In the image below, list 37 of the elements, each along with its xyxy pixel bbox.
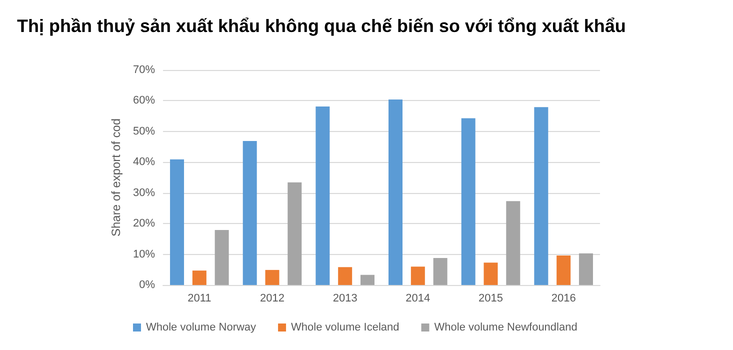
x-tick-label: 2016 (551, 292, 576, 304)
legend-label: Whole volume Norway (146, 322, 257, 334)
y-tick-label: 50% (132, 125, 156, 138)
bar (433, 258, 448, 285)
chart-title: Thị phần thuỷ sản xuất khẩu không qua chế biến so với tổng xuất khẩu (17, 16, 626, 36)
x-tick-label: 2011 (188, 292, 212, 304)
bar (288, 182, 302, 285)
bar (338, 267, 352, 285)
bar (578, 253, 593, 285)
bar (484, 262, 498, 285)
x-tick-label: 2015 (478, 292, 503, 304)
bar (170, 159, 184, 285)
bar (360, 274, 374, 285)
bar (388, 99, 403, 285)
bar (461, 118, 476, 285)
bar (410, 266, 425, 285)
bar (192, 270, 206, 285)
bar (506, 201, 520, 285)
y-tick-label: 10% (132, 248, 156, 260)
y-tick-label: 60% (132, 94, 156, 107)
bar (556, 256, 571, 285)
x-tick-label: 2013 (332, 292, 358, 304)
legend-label: Whole volume Newfoundland (434, 322, 578, 334)
y-tick-label: 0% (139, 279, 156, 291)
bar (265, 270, 280, 285)
bar (214, 230, 229, 285)
y-tick-label: 20% (132, 218, 156, 230)
x-tick-label: 2014 (406, 292, 430, 304)
y-tick-label: 70% (132, 64, 156, 76)
y-tick-label: 30% (132, 186, 156, 199)
x-tick-label: 2012 (260, 292, 284, 304)
y-tick-label: 40% (132, 156, 156, 168)
bar (242, 140, 257, 285)
y-axis-title: Share of export of cod (109, 118, 124, 237)
bar (534, 107, 548, 285)
legend-label: Whole volume Iceland (291, 322, 400, 334)
bar (316, 106, 330, 285)
